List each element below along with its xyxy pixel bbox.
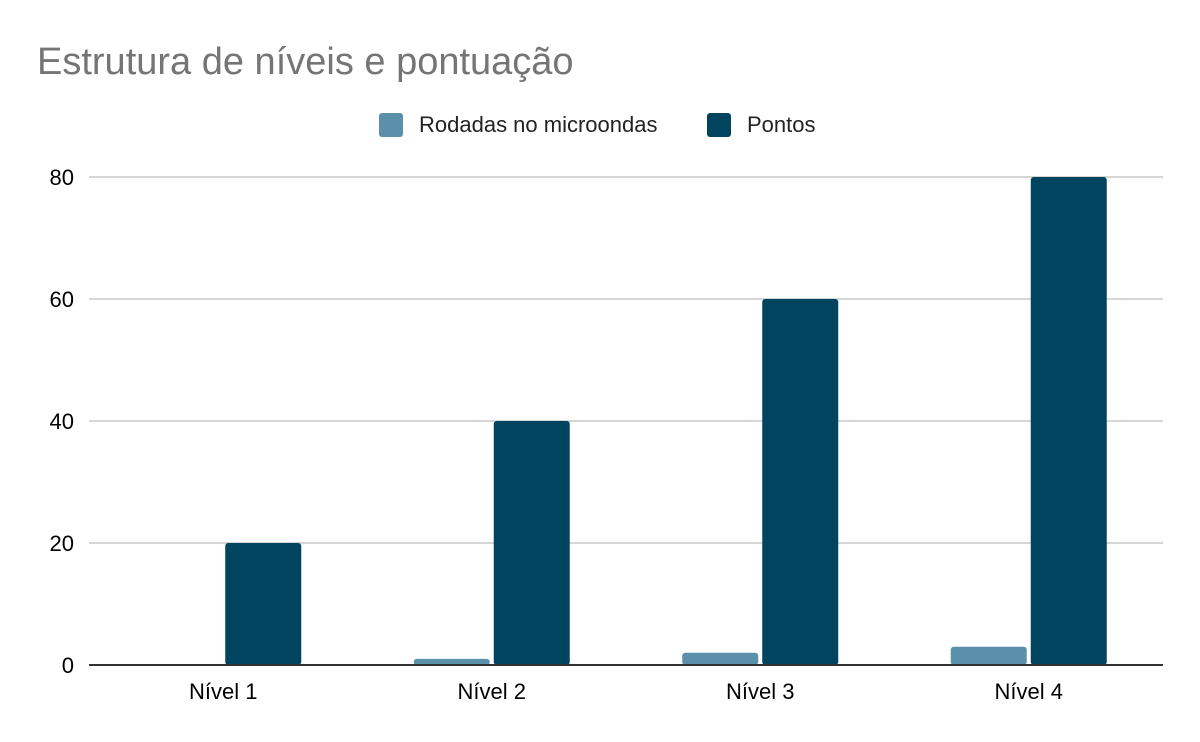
bar-rodadas-3 <box>682 652 759 665</box>
y-axis-ticks: 0 20 40 60 80 <box>50 165 74 678</box>
legend-swatch-rodadas <box>379 113 403 137</box>
legend-label-pontos: Pontos <box>747 112 816 137</box>
x-tick-label: Nível 3 <box>726 679 794 704</box>
gridlines <box>89 176 1163 544</box>
x-tick-label: Nível 1 <box>189 679 257 704</box>
y-tick-label: 0 <box>62 653 74 678</box>
legend: Rodadas no microondas Pontos <box>379 112 816 137</box>
bar-pontos-2 <box>493 421 570 665</box>
y-tick-label: 60 <box>50 287 74 312</box>
bar-pontos-1 <box>225 543 302 665</box>
bar-pontos-4 <box>1030 177 1107 665</box>
legend-label-rodadas: Rodadas no microondas <box>419 112 657 137</box>
bar-rodadas-2 <box>413 658 490 665</box>
legend-swatch-pontos <box>707 113 731 137</box>
x-tick-label: Nível 2 <box>458 679 526 704</box>
y-tick-label: 20 <box>50 531 74 556</box>
y-tick-label: 40 <box>50 409 74 434</box>
bars <box>225 177 1107 665</box>
x-axis-ticks: Nível 1 Nível 2 Nível 3 Nível 4 <box>189 679 1063 704</box>
bar-rodadas-4 <box>950 646 1027 665</box>
x-tick-label: Nível 4 <box>995 679 1063 704</box>
chart-title: Estrutura de níveis e pontuação <box>37 41 574 83</box>
bar-pontos-3 <box>762 299 839 665</box>
y-tick-label: 80 <box>50 165 74 190</box>
